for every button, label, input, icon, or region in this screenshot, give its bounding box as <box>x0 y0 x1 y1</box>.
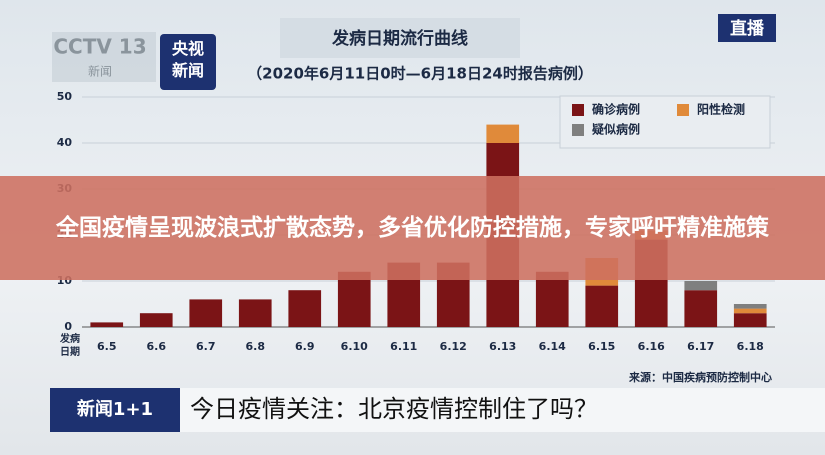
chart-subtitle: （2020年6月11日0时—6月18日24时报告病例） <box>247 65 593 83</box>
x-tick-label: 6.13 <box>489 340 516 353</box>
x-tick-label: 6.6 <box>147 340 167 353</box>
bar-segment <box>238 299 272 327</box>
live-label: 直播 <box>730 18 765 39</box>
legend-label: 确诊病例 <box>592 102 640 117</box>
channel-sub: 新闻 <box>88 64 112 79</box>
chart-title: 发病日期流行曲线 <box>331 28 468 49</box>
bar-segment <box>733 313 767 327</box>
x-tick-label: 6.10 <box>341 340 368 353</box>
bar-segment <box>288 290 322 327</box>
x-tick-label: 6.5 <box>97 340 117 353</box>
x-tick-label: 6.12 <box>440 340 467 353</box>
x-tick-label: 6.18 <box>737 340 764 353</box>
bar-segment <box>90 322 124 327</box>
y-tick-label: 40 <box>57 136 73 149</box>
app-logo: 央视新闻 <box>171 39 204 80</box>
legend-label: 阳性检测 <box>697 102 745 117</box>
bar-segment <box>733 308 767 314</box>
live-bg <box>718 14 776 42</box>
x-tick-label: 6.7 <box>196 340 216 353</box>
legend-swatch <box>677 104 689 116</box>
y-tick-label: 50 <box>57 90 73 103</box>
x-tick-label: 6.9 <box>295 340 315 353</box>
app-logo-bg <box>160 34 216 90</box>
bar-segment <box>189 299 223 327</box>
x-tick-label: 6.14 <box>539 340 566 353</box>
x-tick-label: 6.15 <box>588 340 615 353</box>
legend-swatch <box>572 104 584 116</box>
bar-segment <box>486 124 520 143</box>
channel-logo: CCTV 13 <box>53 35 146 59</box>
ticker-text: 今日疫情关注：北京疫情控制住了吗？ <box>190 395 598 423</box>
legend-label: 疑似病例 <box>592 122 640 137</box>
headline: 全国疫情呈现波浪式扩散态势，多省优化防控措施，专家呼吁精准施策 <box>56 215 769 241</box>
bar-segment <box>684 290 718 327</box>
bar-segment <box>733 304 767 309</box>
title-box <box>280 18 520 58</box>
x-tick-label: 6.17 <box>687 340 714 353</box>
bar-segment <box>139 313 173 327</box>
cctv-logo-bg <box>52 32 156 82</box>
legend-swatch <box>572 124 584 136</box>
bar-segment <box>337 271 371 327</box>
bar-segment <box>535 271 569 327</box>
y-tick-label: 0 <box>64 320 72 333</box>
x-tick-label: 6.8 <box>246 340 266 353</box>
x-tick-label: 6.16 <box>638 340 665 353</box>
program-logo-bg <box>50 388 180 432</box>
x-tick-label: 6.11 <box>390 340 417 353</box>
source: 来源：中国疾病预防控制中心 <box>628 370 772 384</box>
bar-segment <box>585 285 619 327</box>
bar-segment <box>684 281 718 291</box>
headline-banner: 全国疫情呈现波浪式扩散态势，多省优化防控措施，专家呼吁精准施策 <box>0 176 825 280</box>
legend-box <box>559 95 771 149</box>
program-logo: 新闻1+1 <box>77 398 153 420</box>
x-axis-label: 发病日期 <box>60 334 80 358</box>
